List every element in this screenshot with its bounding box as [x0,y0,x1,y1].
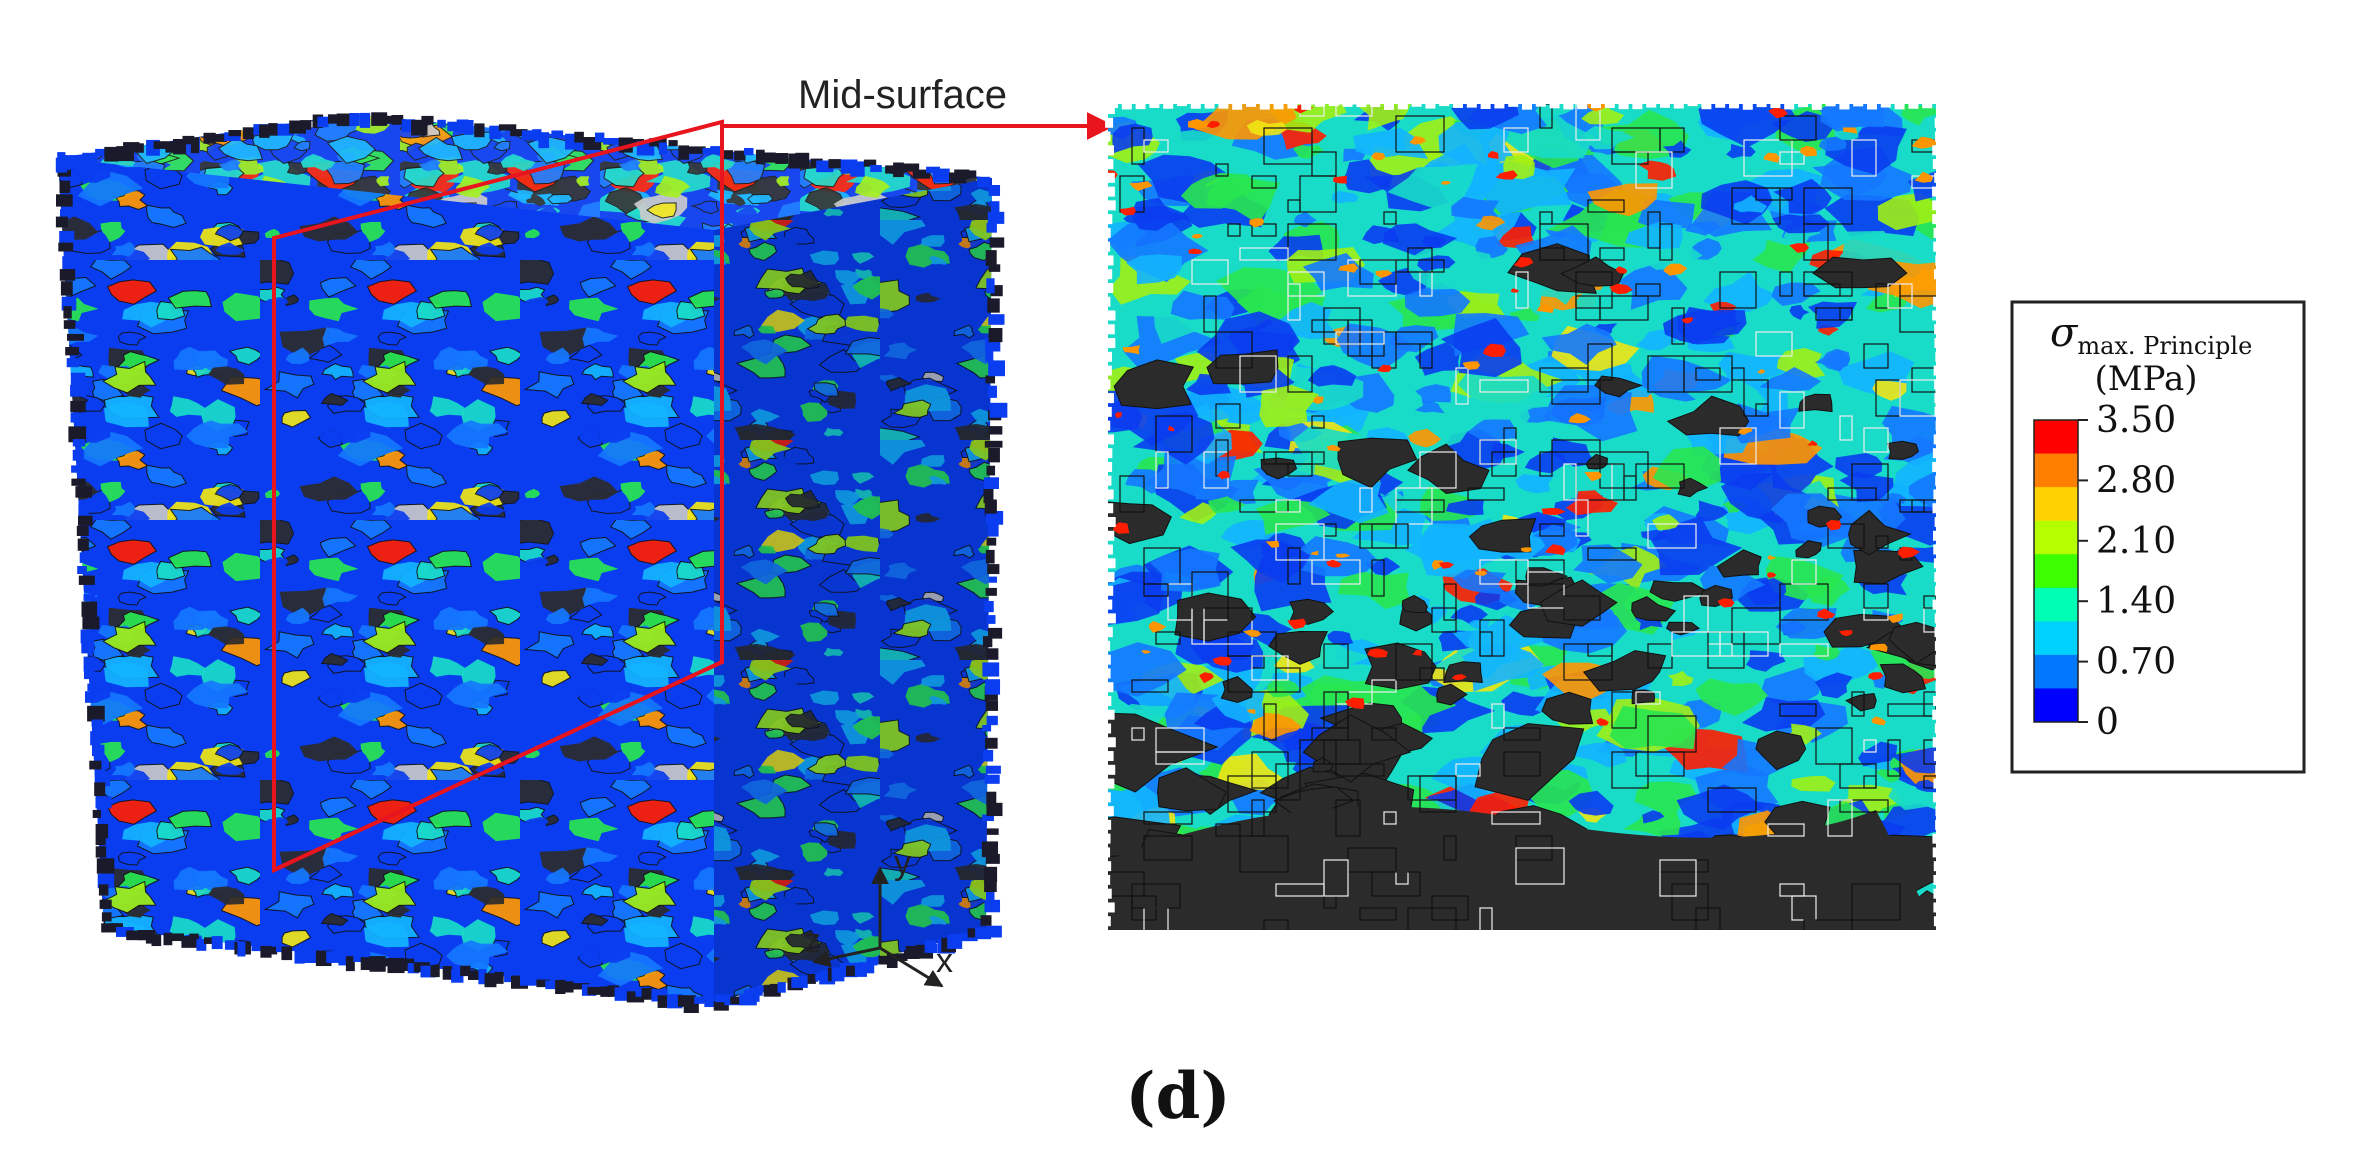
z-axis-arrow [812,946,881,968]
mid-surface-label: Mid-surface [798,73,1007,117]
stress-legend: σmax. Principle (MPa) 3.50 2.80 2.10 1.40 0.… [2010,300,2306,774]
legend-title: σmax. Principle [2050,310,2252,360]
legend-swatch [2034,688,2078,723]
legend-tick-label: 2.10 [2096,521,2176,562]
x-axis-label: x [936,942,953,980]
legend-unit: (MPa) [2095,359,2198,399]
section-jagged-edge [1102,100,1944,927]
legend-swatch [2034,654,2078,689]
legend-tick-label: 1.40 [2096,581,2176,622]
x-axis-arrow [879,946,944,988]
legend-colorbar [2033,419,2079,723]
legend-swatch [2034,487,2078,522]
y-axis-label: y [894,844,911,882]
legend-ticks: 3.50 2.80 2.10 1.40 0.70 0 [2078,400,2176,743]
legend-tick-label: 0 [2096,702,2119,743]
mid-surface-section-map [1102,100,1944,930]
cube-right-shade [714,178,992,1002]
legend-symbol: σ [2050,310,2079,356]
legend-swatch [2034,453,2078,488]
legend-swatch [2034,587,2078,622]
legend-tick-label: 2.80 [2096,460,2176,501]
axes-triad: y z x [804,844,953,988]
legend-swatch [2034,520,2078,555]
mid-surface-indicator: Mid-surface [272,73,1115,874]
legend-tick-label: 0.70 [2096,642,2176,683]
legend-tick-label: 3.50 [2096,400,2176,441]
legend-subscript: max. Principle [2077,332,2252,360]
panel-label: (d) [1125,1059,1230,1134]
legend-swatch [2034,420,2078,455]
legend-swatch [2034,554,2078,589]
porous-cube-3d [55,112,1008,1014]
mid-plane-hidden-edge [273,660,723,872]
cube-jagged-edges [55,112,1008,1014]
legend-swatch [2034,621,2078,656]
z-axis-label: z [804,922,821,960]
